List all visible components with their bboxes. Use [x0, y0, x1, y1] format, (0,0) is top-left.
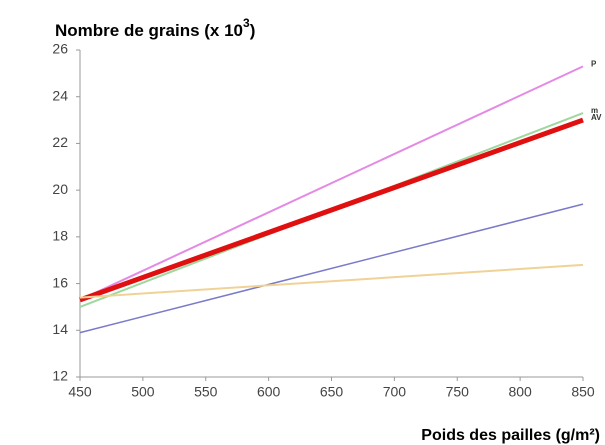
x-tick-label: 700 [383, 384, 407, 400]
x-tick-label: 550 [194, 384, 218, 400]
y-tick-label: 18 [52, 228, 68, 244]
y-tick-label: 12 [52, 368, 68, 384]
y-tick-label: 16 [52, 274, 68, 290]
series-label: AV [591, 113, 602, 122]
title-text: Nombre de grains (x 10 [55, 21, 243, 40]
y-tick-label: 14 [52, 321, 68, 337]
series-line [79, 117, 584, 303]
y-tick-label: 22 [52, 134, 68, 150]
series-label: P [591, 59, 597, 68]
y-tick-label: 24 [52, 87, 68, 103]
title-superscript: 3 [243, 16, 250, 30]
series-label: m [591, 106, 598, 115]
x-tick-label: 650 [320, 384, 344, 400]
x-tick-label: 500 [131, 384, 155, 400]
series-line [79, 65, 584, 301]
chart-title: Nombre de grains (x 103) [55, 16, 255, 40]
title-end: ) [250, 21, 256, 40]
x-tick-label: 800 [508, 384, 532, 400]
x-tick-label: 750 [446, 384, 470, 400]
y-tick-label: 20 [52, 181, 68, 197]
x-tick-label: 600 [257, 384, 281, 400]
y-tick-label: 26 [52, 41, 68, 57]
series-line [79, 203, 584, 334]
x-axis-label: Poids des pailles (g/m²) [421, 427, 600, 444]
x-tick-label: 450 [68, 384, 92, 400]
x-tick-label: 850 [571, 384, 595, 400]
series-line [79, 263, 584, 299]
